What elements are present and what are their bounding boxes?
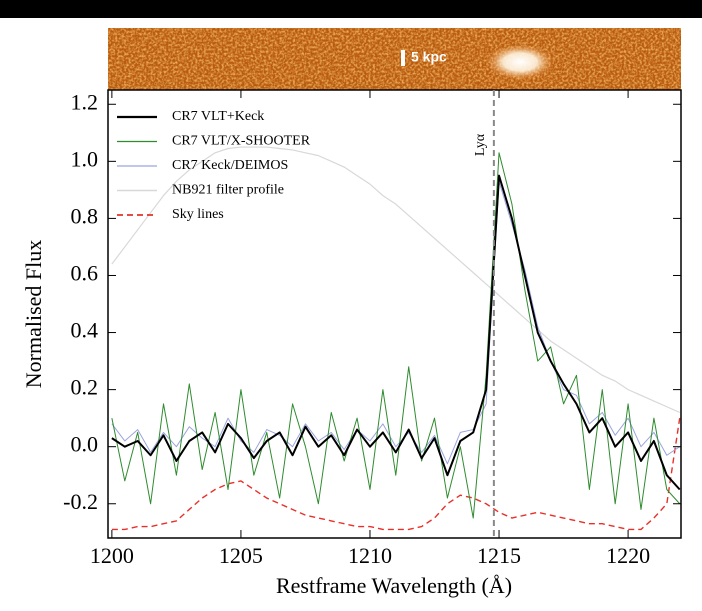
y-tick-label: 0.2 — [71, 375, 99, 400]
series-line — [111, 418, 681, 531]
x-tick-label: 1210 — [348, 543, 392, 568]
series-line — [111, 174, 681, 491]
y-tick-label: 0.4 — [71, 318, 99, 343]
image-strip: 5 kpc — [108, 28, 681, 90]
legend-label: CR7 VLT+Keck — [172, 109, 264, 124]
image-label: 5 kpc — [411, 49, 447, 65]
x-tick-label: 1215 — [477, 543, 521, 568]
legend-label: CR7 Keck/DEIMOS — [172, 158, 288, 173]
y-tick-label: 1.2 — [71, 89, 99, 114]
series-line — [111, 180, 680, 465]
legend-label: CR7 VLT/X-SHOOTER — [172, 134, 311, 149]
plot-lines — [111, 146, 681, 531]
x-axis-label: Restframe Wavelength (Å) — [276, 573, 512, 598]
y-tick-label: -0.2 — [63, 489, 98, 514]
y-axis-label: Normalised Flux — [21, 240, 46, 389]
top-bar — [0, 0, 702, 18]
y-tick-label: 1.0 — [71, 146, 99, 171]
reference-label: Lyα — [473, 133, 488, 156]
y-tick-label: 0.8 — [71, 203, 99, 228]
x-tick-label: 1220 — [606, 543, 650, 568]
plot-frame — [107, 89, 682, 539]
series-line — [111, 146, 680, 413]
legend-label: Sky lines — [172, 207, 224, 222]
x-tick-label: 1205 — [219, 543, 263, 568]
y-tick-label: 0.6 — [71, 261, 99, 286]
series-line — [111, 152, 681, 519]
y-tick-label: 0.0 — [71, 432, 99, 457]
x-tick-label: 1200 — [90, 543, 134, 568]
legend-label: NB921 filter profile — [172, 183, 284, 198]
